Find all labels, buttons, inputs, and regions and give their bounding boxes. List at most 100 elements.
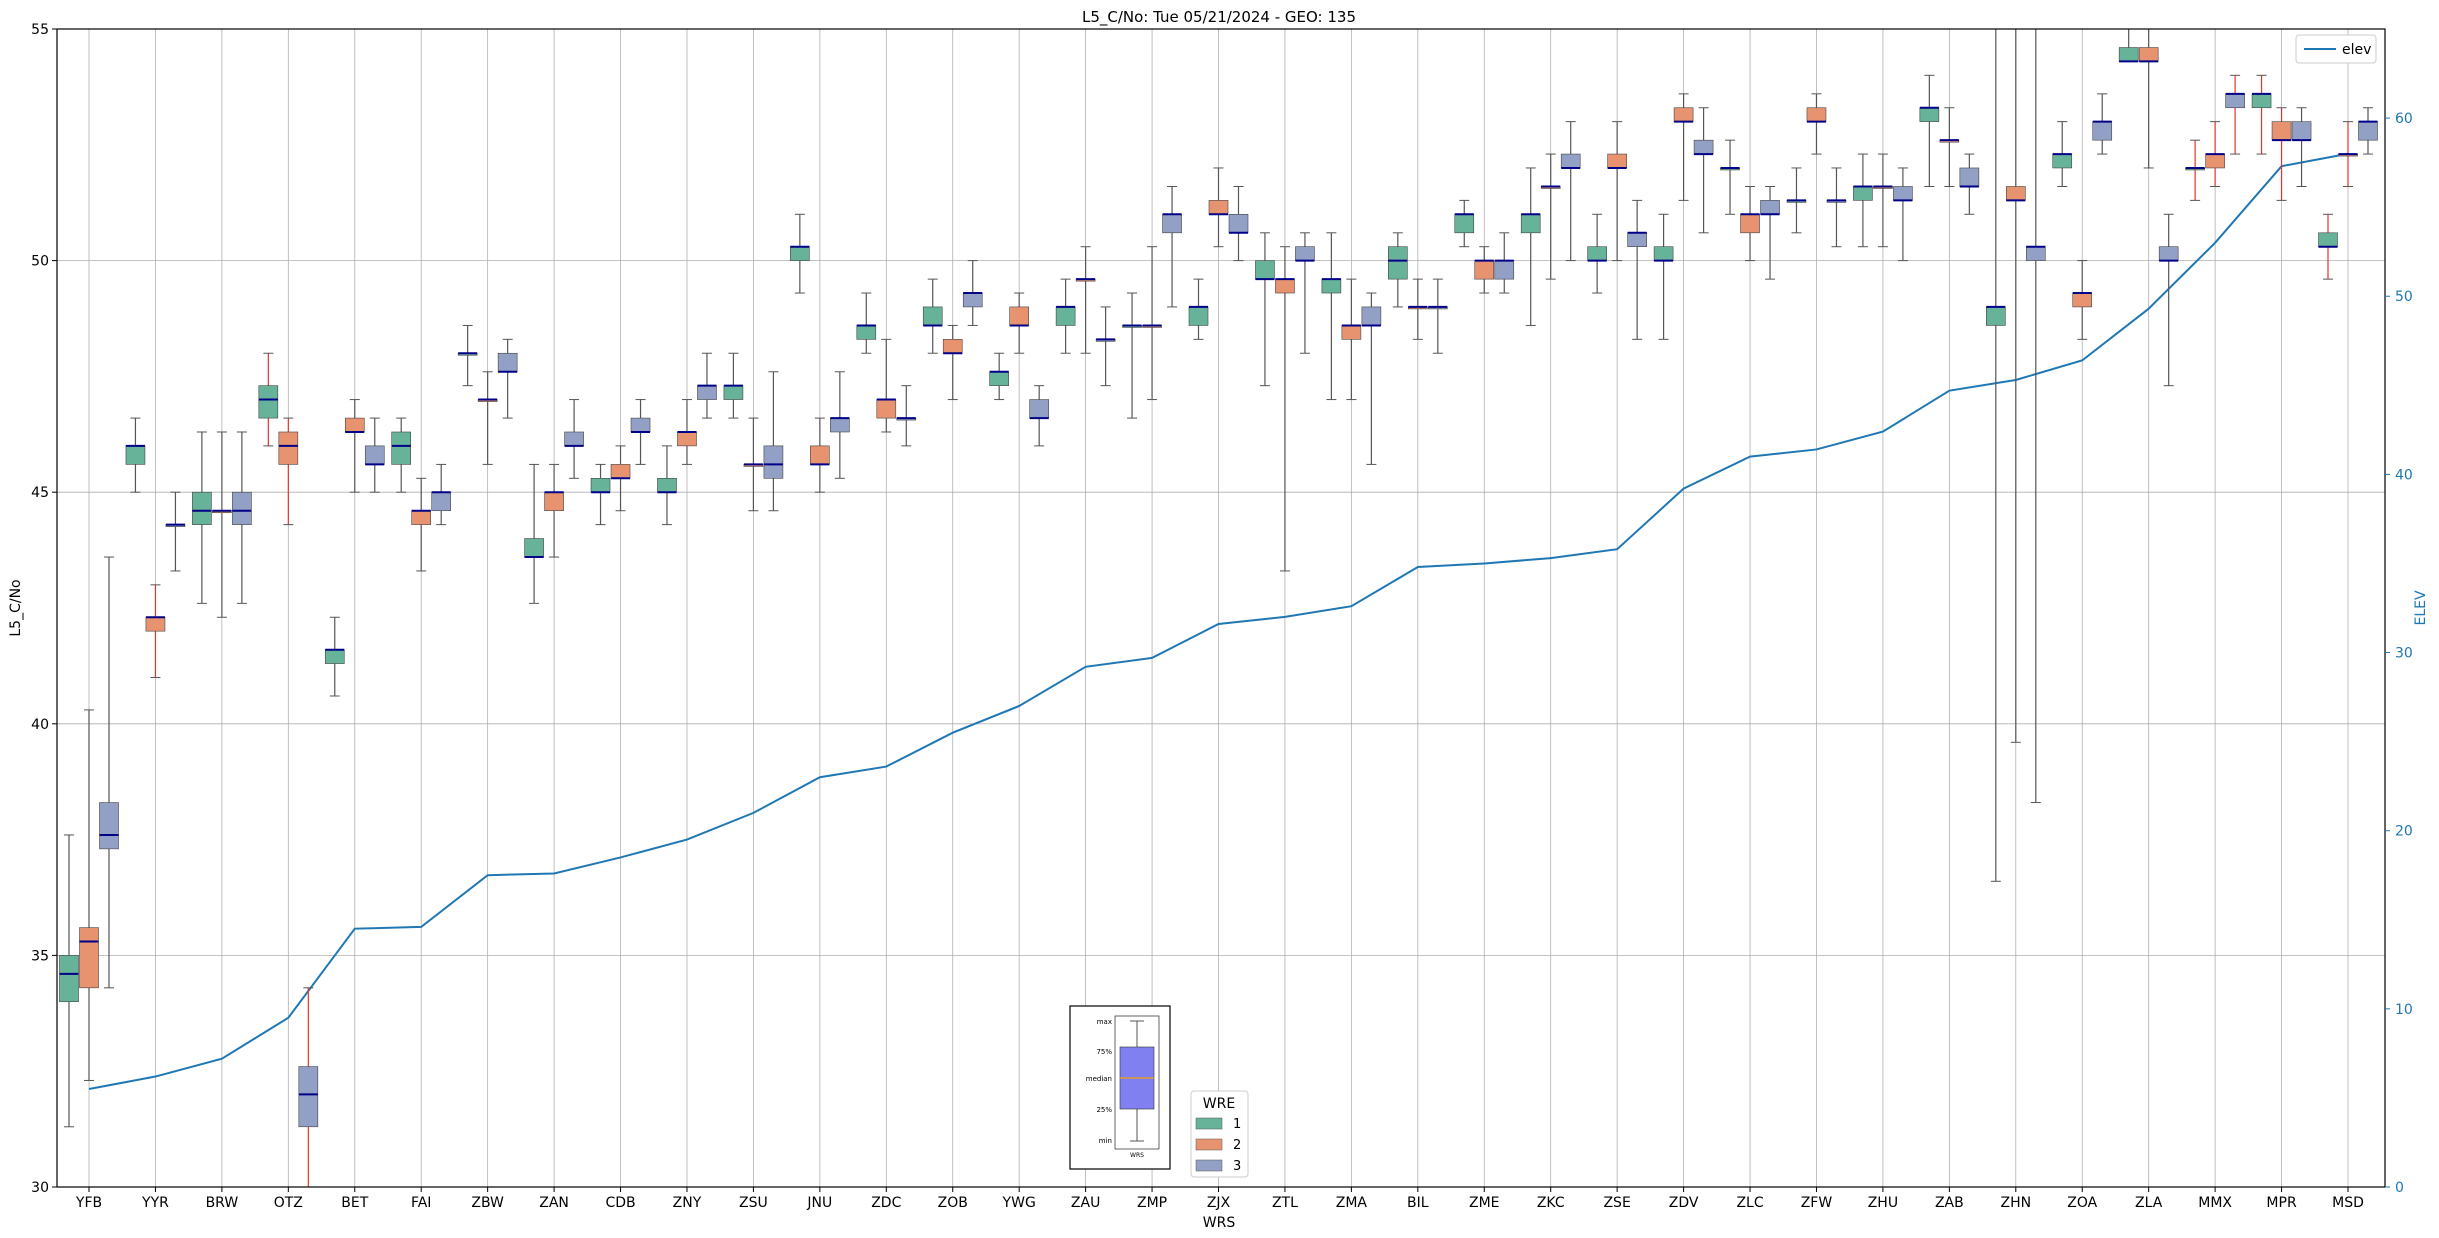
box-ZHN-wre2 xyxy=(2005,28,2026,743)
box-body xyxy=(2072,292,2093,308)
box-ZFW-wre3 xyxy=(1826,167,1847,248)
x-tick-label: ZMP xyxy=(1137,1195,1167,1211)
y-tick-label: 35 xyxy=(31,948,49,964)
box-ZMA-wre3 xyxy=(1361,292,1382,465)
box-ZDV-wre3 xyxy=(1693,107,1714,234)
box-body xyxy=(364,445,385,465)
box-body xyxy=(1740,213,1760,234)
x-tick-label: OTZ xyxy=(274,1195,303,1211)
box-YWG-wre1 xyxy=(989,352,1009,401)
x-tick-label: ZSU xyxy=(739,1195,768,1211)
x-tick-label: YWG xyxy=(1002,1195,1036,1211)
box-ZFW-wre1 xyxy=(1786,167,1807,234)
box-ZME-wre2 xyxy=(1474,246,1495,294)
x-tick-label: ZHN xyxy=(2000,1195,2031,1211)
box-ZBW-wre2 xyxy=(477,371,498,465)
x-tick-label: YYR xyxy=(141,1195,169,1211)
x-tick-label: ZAU xyxy=(1071,1195,1100,1211)
box-ZFW-wre2 xyxy=(1806,93,1827,155)
box-YYR-wre1 xyxy=(125,417,146,493)
box-body xyxy=(564,431,584,447)
box-BRW-wre3 xyxy=(232,431,252,604)
wre-legend-swatch-1 xyxy=(1195,1117,1223,1130)
x-tick-label: ZTL xyxy=(1272,1195,1298,1211)
x-tick-label: ZHU xyxy=(1868,1195,1898,1211)
box-BET-wre2 xyxy=(344,399,365,493)
box-BET-wre1 xyxy=(324,616,345,697)
box-body xyxy=(497,352,518,373)
box-ZMP-wre1 xyxy=(1122,292,1142,419)
box-body xyxy=(1627,232,1647,248)
box-body xyxy=(1893,186,1913,201)
y-tick-label: 50 xyxy=(31,254,49,270)
box-body xyxy=(962,292,983,308)
y-tick-label: 40 xyxy=(31,717,49,733)
box-body xyxy=(2251,93,2272,109)
box-body xyxy=(790,246,810,261)
box-ZTL-wre2 xyxy=(1275,246,1295,572)
box-ZLA-wre1 xyxy=(2118,28,2139,63)
box-JNU-wre2 xyxy=(810,417,830,493)
x-tick-label: ZLC xyxy=(1736,1195,1763,1211)
y2-tick-label: 10 xyxy=(2395,1002,2413,1018)
inset-label-min: min xyxy=(1099,1137,1112,1145)
box-body xyxy=(1806,107,1827,122)
x-tick-label: ZDV xyxy=(1669,1195,1699,1211)
box-body xyxy=(232,491,252,525)
wre-legend-label-3: 3 xyxy=(1233,1159,1241,1174)
elev-line xyxy=(88,152,2349,1090)
x-tick-label: MPR xyxy=(2266,1195,2297,1211)
x-tick-label: ZOB xyxy=(938,1195,968,1211)
chart-title: L5_C/No: Tue 05/21/2024 - GEO: 135 xyxy=(1082,8,1356,27)
box-body xyxy=(876,399,897,419)
box-MPR-wre3 xyxy=(2291,107,2312,187)
inset-label-median: median xyxy=(1086,1075,1112,1083)
box-CDB-wre3 xyxy=(630,399,651,465)
box-body xyxy=(145,616,166,632)
box-ZJX-wre3 xyxy=(1228,185,1249,262)
box-body xyxy=(125,445,146,465)
box-ZJX-wre1 xyxy=(1188,278,1209,340)
box-ZTL-wre3 xyxy=(1295,232,1315,354)
box-body xyxy=(2025,246,2046,261)
box-OTZ-wre1 xyxy=(258,352,279,447)
box-body xyxy=(79,927,99,989)
box-body xyxy=(2291,121,2312,141)
box-YFB-wre3 xyxy=(99,556,119,989)
box-body xyxy=(1520,213,1541,234)
box-body xyxy=(1985,306,2006,326)
y-axis-label: L5_C/No xyxy=(8,579,24,636)
box-ZLC-wre2 xyxy=(1740,185,1760,262)
box-body xyxy=(590,478,611,493)
x-tick-label: MMX xyxy=(2198,1195,2232,1211)
box-body xyxy=(59,955,79,1003)
x-tick-label: ZKC xyxy=(1537,1195,1565,1211)
box-body xyxy=(391,431,412,465)
box-MMX-wre1 xyxy=(2185,139,2205,201)
wre-legend: WRE 1 2 3 xyxy=(1190,1090,1249,1178)
box-ZOA-wre2 xyxy=(2072,260,2093,340)
box-body xyxy=(2225,93,2245,109)
box-ZOB-wre1 xyxy=(922,278,943,354)
box-ZBW-wre3 xyxy=(497,338,518,419)
box-BRW-wre1 xyxy=(192,431,212,604)
y-tick-label: 55 xyxy=(31,22,49,38)
x-tick-label: BIL xyxy=(1407,1195,1429,1211)
box-body xyxy=(922,306,943,326)
box-MMX-wre3 xyxy=(2225,74,2245,155)
box-body xyxy=(723,385,744,400)
inset-label-max: max xyxy=(1097,1018,1112,1026)
box-body xyxy=(677,431,697,447)
box-body xyxy=(1361,306,1382,326)
x-tick-label: CDB xyxy=(605,1195,635,1211)
box-ZAB-wre3 xyxy=(1959,153,1980,215)
box-ZDV-wre1 xyxy=(1653,213,1674,340)
x-axis-ticks: YFB YYR BRW OTZ BET FAI ZBW ZAN CDB ZNY ZSU JNU ZDC Z… xyxy=(75,1187,2364,1211)
box-body xyxy=(1673,107,1694,122)
box-ZNY-wre3 xyxy=(697,352,717,419)
box-ZDC-wre3 xyxy=(896,385,917,447)
box-ZAN-wre1 xyxy=(524,463,544,604)
x-tick-label: FAI xyxy=(411,1195,431,1211)
y-tick-label: 30 xyxy=(31,1180,49,1196)
y2-tick-label: 20 xyxy=(2395,824,2413,840)
